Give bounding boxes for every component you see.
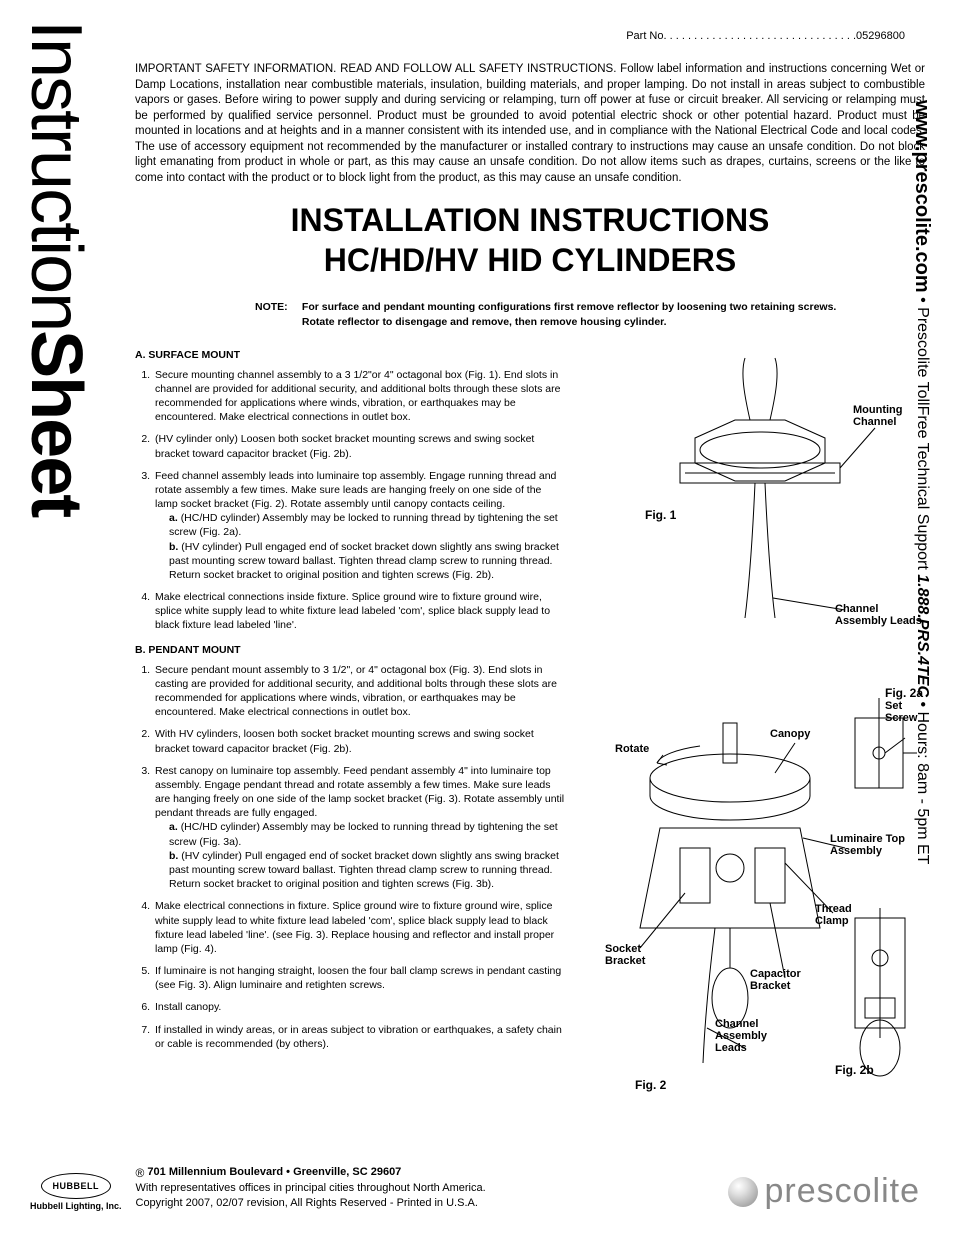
columns: A. SURFACE MOUNT Secure mounting channel… xyxy=(135,348,925,1118)
callout-rotate: Rotate xyxy=(615,743,649,755)
step-a3-text: Feed channel assembly leads into luminai… xyxy=(155,470,556,510)
callout-thread-clamp: Thread Clamp xyxy=(815,903,865,927)
prescolite-text: prescolite xyxy=(764,1172,920,1211)
callout-set-screw: Set Screw xyxy=(885,700,935,724)
title-line-1: INSTALLATION INSTRUCTIONS xyxy=(291,202,770,238)
title-line-2: HC/HD/HV HID CYLINDERS xyxy=(324,242,736,278)
note-label: NOTE: xyxy=(255,300,299,315)
content-area: Part No. . . . . . . . . . . . . . . . .… xyxy=(135,30,925,1118)
step-a3: Feed channel assembly leads into luminai… xyxy=(153,469,565,582)
step-a3a: a. (HC/HD cylinder) Assembly may be lock… xyxy=(169,511,565,539)
part-no-value: 05296800 xyxy=(856,30,905,42)
callout-mounting-channel: Mounting Channel xyxy=(853,404,925,428)
step-b7: If installed in windy areas, or in areas… xyxy=(153,1023,565,1051)
footer-copyright: Copyright 2007, 02/07 revision, All Righ… xyxy=(136,1197,478,1209)
callout-luminaire-top: Luminaire Top Assembly xyxy=(830,833,920,857)
step-b2: With HV cylinders, loosen both socket br… xyxy=(153,727,565,755)
instructions-column: A. SURFACE MOUNT Secure mounting channel… xyxy=(135,348,565,1118)
prescolite-logo: prescolite xyxy=(728,1172,920,1211)
step-b3b: b. (HV cylinder) Pull engaged end of soc… xyxy=(169,849,565,892)
registered-icon: ® xyxy=(136,1166,145,1180)
callout-channel-assy-leads: Channel Assembly Leads xyxy=(835,603,925,627)
sep: • xyxy=(914,293,931,308)
part-no-dots: . . . . . . . . . . . . . . . . . . . . … xyxy=(667,30,856,42)
step-a1: Secure mounting channel assembly to a 3 … xyxy=(153,368,565,425)
page: InstructionSheet www.prescolite.com • Pr… xyxy=(0,0,954,1235)
fig-1-label: Fig. 1 xyxy=(645,508,676,522)
step-b3-text: Rest canopy on luminaire top assembly. F… xyxy=(155,765,564,820)
footer: HUBBELL Hubbell Lighting, Inc. ® 701 Mil… xyxy=(30,1165,920,1211)
part-no-label: Part No. xyxy=(626,30,666,42)
section-b-head: B. PENDANT MOUNT xyxy=(135,643,565,657)
figure-1: Mounting Channel Channel Assembly Leads … xyxy=(585,348,925,648)
safety-paragraph: IMPORTANT SAFETY INFORMATION. READ AND F… xyxy=(135,62,925,186)
section-a-list: Secure mounting channel assembly to a 3 … xyxy=(153,368,565,633)
fig-2b-label: Fig. 2b xyxy=(835,1063,874,1077)
figures-column: Mounting Channel Channel Assembly Leads … xyxy=(585,348,925,1118)
note-body: For surface and pendant mounting configu… xyxy=(302,300,862,329)
callout-canopy: Canopy xyxy=(770,728,810,740)
step-b6: Install canopy. xyxy=(153,1000,565,1014)
callout-capacitor-bracket: Capacitor Bracket xyxy=(750,968,820,992)
sphere-icon xyxy=(728,1177,758,1207)
note-block: NOTE: For surface and pendant mounting c… xyxy=(255,300,865,329)
hubbell-logo-block: HUBBELL Hubbell Lighting, Inc. xyxy=(30,1173,122,1211)
sheet-text: Sheet xyxy=(16,330,96,516)
step-a4: Make electrical connections inside fixtu… xyxy=(153,590,565,633)
footer-address: 701 Millennium Boulevard • Greenville, S… xyxy=(147,1166,401,1178)
hubbell-inc: Hubbell Lighting, Inc. xyxy=(30,1201,122,1211)
callout-channel-assy-leads-2: Channel Assembly Leads xyxy=(715,1018,785,1054)
section-a-head: A. SURFACE MOUNT xyxy=(135,348,565,362)
step-a3b: b. (HV cylinder) Pull engaged end of soc… xyxy=(169,540,565,583)
footer-reps: With representatives offices in principa… xyxy=(136,1182,486,1194)
instruction-text: Instruction xyxy=(16,20,96,330)
step-b3: Rest canopy on luminaire top assembly. F… xyxy=(153,764,565,892)
step-b1: Secure pendant mount assembly to 3 1/2",… xyxy=(153,663,565,720)
figure-2: Rotate Canopy Set Screw Fig. 2a Luminair… xyxy=(585,668,925,1098)
step-a2: (HV cylinder only) Loosen both socket br… xyxy=(153,432,565,460)
section-b-list: Secure pendant mount assembly to 3 1/2",… xyxy=(153,663,565,1051)
callout-socket-bracket: Socket Bracket xyxy=(605,943,655,967)
hubbell-text: HUBBELL xyxy=(53,1181,100,1191)
fig-2a-label: Fig. 2a xyxy=(885,686,923,700)
step-b5: If luminaire is not hanging straight, lo… xyxy=(153,964,565,992)
step-b3a: a. (HC/HD cylinder) Assembly may be lock… xyxy=(169,820,565,848)
part-number-line: Part No. . . . . . . . . . . . . . . . .… xyxy=(135,30,925,42)
footer-text-block: ® 701 Millennium Boulevard • Greenville,… xyxy=(136,1165,486,1211)
main-title: INSTALLATION INSTRUCTIONS HC/HD/HV HID C… xyxy=(135,200,925,280)
footer-left: HUBBELL Hubbell Lighting, Inc. ® 701 Mil… xyxy=(30,1165,486,1211)
step-b4: Make electrical connections in fixture. … xyxy=(153,899,565,956)
website-url: www.prescolite.com xyxy=(911,100,933,293)
vertical-title-left: InstructionSheet xyxy=(20,20,92,516)
fig-2-label: Fig. 2 xyxy=(635,1078,666,1092)
hubbell-oval-logo: HUBBELL xyxy=(41,1173,111,1199)
